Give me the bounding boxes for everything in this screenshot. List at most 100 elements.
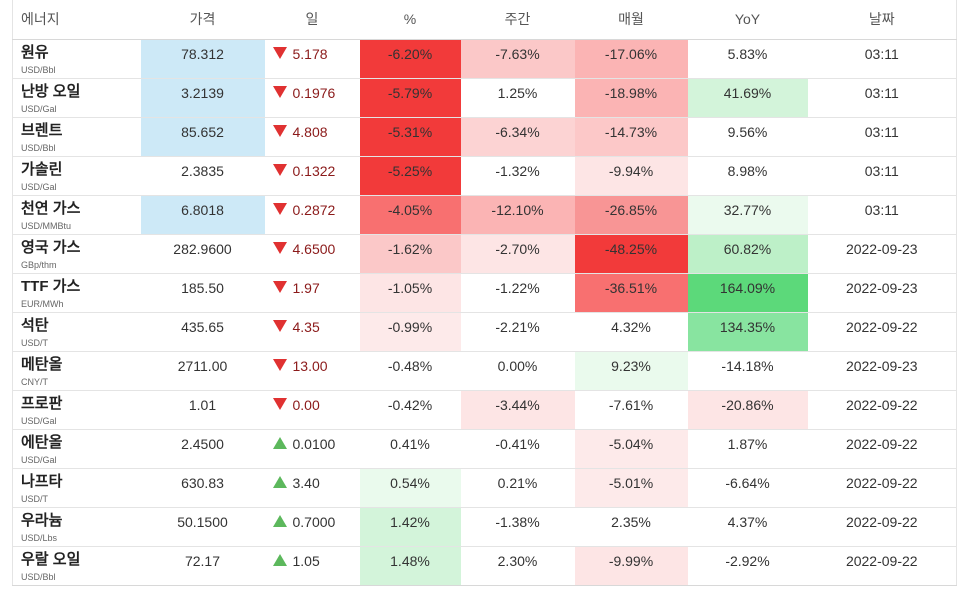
commodity-cell[interactable]: 원유 USD/Bbl: [13, 39, 141, 78]
commodity-cell[interactable]: 에탄올 USD/Gal: [13, 429, 141, 468]
percent-change-value: 0.41%: [390, 435, 430, 452]
day-change-value: 0.1322: [292, 162, 336, 179]
commodity-name-link[interactable]: 원유: [21, 43, 49, 61]
table-row[interactable]: 원유 USD/Bbl 78.312 5.178 -6.20% -7.63% -17.06% 5…: [12, 39, 957, 78]
percent-change-cell: -1.62%: [359, 234, 461, 273]
price-cell: 72.17: [141, 546, 265, 585]
percent-change-value: -0.99%: [387, 318, 433, 335]
date-cell: 2022-09-22: [808, 507, 957, 546]
weekly-change-cell: 0.00%: [460, 351, 575, 390]
commodity-cell[interactable]: 영국 가스 GBp/thm: [13, 234, 141, 273]
day-change-cell: 13.00: [265, 351, 360, 390]
yoy-change-value: 164.09%: [719, 279, 776, 296]
yoy-change-cell: 60.82%: [687, 234, 808, 273]
table-row[interactable]: 프로판 USD/Gal 1.01 0.00 -0.42% -3.44% -7.61% -20.…: [12, 390, 957, 429]
header-day[interactable]: 일: [264, 0, 360, 40]
percent-change-value: -5.25%: [387, 162, 433, 179]
commodity-name-link[interactable]: 영국 가스: [21, 238, 81, 256]
commodity-name-link[interactable]: 석탄: [21, 316, 49, 334]
yoy-change-cell: -6.64%: [687, 468, 808, 507]
table-row[interactable]: 우랄 오일 USD/Bbl 72.17 1.05 1.48% 2.30% -9.99% -2.…: [12, 546, 957, 585]
down-arrow-icon: [272, 397, 287, 410]
monthly-change-value: -5.01%: [608, 474, 654, 491]
percent-change-cell: -0.42%: [359, 390, 461, 429]
date-value: 2022-09-23: [845, 279, 918, 296]
commodity-name-link[interactable]: 메탄올: [21, 355, 63, 373]
date-cell: 03:11: [808, 195, 957, 234]
table-row[interactable]: 나프타 USD/T 630.83 3.40 0.54% 0.21% -5.01% -6.64%…: [12, 468, 957, 507]
down-arrow-icon: [272, 241, 287, 254]
table-row[interactable]: 우라늄 USD/Lbs 50.1500 0.7000 1.42% -1.38% 2.35% 4…: [12, 507, 957, 546]
day-change-value: 0.0100: [292, 435, 336, 452]
header-percent[interactable]: %: [359, 0, 461, 40]
commodity-cell[interactable]: 난방 오일 USD/Gal: [13, 78, 141, 117]
commodity-cell[interactable]: 나프타 USD/T: [13, 468, 141, 507]
header-date[interactable]: 날짜: [807, 0, 957, 40]
yoy-change-value: -14.18%: [721, 357, 774, 374]
commodity-name-link[interactable]: TTF 가스: [21, 277, 81, 295]
header-weekly[interactable]: 주간: [460, 0, 575, 40]
commodity-name-link[interactable]: 가솔린: [21, 160, 63, 178]
weekly-change-value: 0.21%: [497, 474, 538, 491]
table-row[interactable]: 브렌트 USD/Bbl 85.652 4.808 -5.31% -6.34% -14.73%…: [12, 117, 957, 156]
commodity-cell[interactable]: 프로판 USD/Gal: [13, 390, 141, 429]
table-row[interactable]: 에탄올 USD/Gal 2.4500 0.0100 0.41% -0.41% -5.04% 1…: [12, 429, 957, 468]
day-change-value: 4.35: [292, 318, 320, 335]
commodity-cell[interactable]: 우랄 오일 USD/Bbl: [13, 546, 141, 585]
down-arrow-icon: [272, 85, 287, 98]
monthly-change-value: 4.32%: [611, 318, 651, 335]
day-change-value: 13.00: [292, 357, 328, 374]
commodity-cell[interactable]: 천연 가스 USD/MMBtu: [13, 195, 141, 234]
commodity-cell[interactable]: 석탄 USD/T: [13, 312, 141, 351]
commodity-cell[interactable]: 메탄올 CNY/T: [13, 351, 141, 390]
date-cell: 03:11: [808, 156, 957, 195]
table-row[interactable]: 석탄 USD/T 435.65 4.35 -0.99% -2.21% 4.32% 134.35…: [12, 312, 957, 351]
commodity-name-link[interactable]: 프로판: [21, 394, 63, 412]
header-energy[interactable]: 에너지: [12, 0, 141, 40]
weekly-change-cell: -0.41%: [460, 429, 575, 468]
yoy-change-value: 8.98%: [727, 162, 768, 179]
weekly-change-value: -6.34%: [495, 123, 540, 140]
header-yoy[interactable]: YoY: [687, 0, 808, 40]
price-cell: 78.312: [140, 39, 265, 78]
commodity-name-link[interactable]: 우라늄: [21, 511, 63, 529]
price-cell: 3.2139: [140, 78, 265, 117]
commodity-name-link[interactable]: 난방 오일: [21, 82, 81, 100]
day-change-value: 5.178: [292, 45, 328, 62]
up-arrow-icon: [272, 553, 287, 566]
commodity-name-link[interactable]: 나프타: [21, 472, 63, 490]
table-row[interactable]: TTF 가스 EUR/MWh 185.50 1.97 -1.05% -1.22% -36.5…: [12, 273, 957, 312]
table-row[interactable]: 메탄올 CNY/T 2711.00 13.00 -0.48% 0.00% 9.23% -14.…: [12, 351, 957, 390]
down-arrow-icon: [272, 124, 287, 137]
day-change-cell: 4.35: [265, 312, 360, 351]
commodity-name-link[interactable]: 에탄올: [21, 433, 63, 451]
down-arrow-icon: [272, 319, 287, 332]
table-row[interactable]: 난방 오일 USD/Gal 3.2139 0.1976 -5.79% 1.25% -18.9…: [12, 78, 957, 117]
table-row[interactable]: 천연 가스 USD/MMBtu 6.8018 0.2872 -4.05% -12.10% -…: [12, 195, 957, 234]
up-arrow-icon: [272, 514, 287, 527]
commodity-cell[interactable]: 우라늄 USD/Lbs: [13, 507, 141, 546]
day-change-cell: 0.00: [265, 390, 360, 429]
price-cell: 435.65: [141, 312, 265, 351]
header-monthly[interactable]: 매월: [574, 0, 688, 40]
commodity-cell[interactable]: 브렌트 USD/Bbl: [13, 117, 141, 156]
commodity-cell[interactable]: 가솔린 USD/Gal: [13, 156, 141, 195]
date-value: 2022-09-22: [845, 513, 918, 530]
commodity-name-link[interactable]: 천연 가스: [21, 199, 81, 217]
monthly-change-cell: -14.73%: [574, 117, 688, 156]
table-row[interactable]: 가솔린 USD/Gal 2.3835 0.1322 -5.25% -1.32% -9.94%…: [12, 156, 957, 195]
price-cell: 6.8018: [140, 195, 265, 234]
commodity-name-link[interactable]: 브렌트: [21, 121, 63, 139]
commodity-name-link[interactable]: 우랄 오일: [21, 550, 81, 568]
commodity-cell[interactable]: TTF 가스 EUR/MWh: [13, 273, 141, 312]
day-change-cell: 0.0100: [265, 429, 360, 468]
date-cell: 03:11: [808, 39, 957, 78]
price-cell: 2.4500: [141, 429, 265, 468]
table-row[interactable]: 영국 가스 GBp/thm 282.9600 4.6500 -1.62% -2.70% -4…: [12, 234, 957, 273]
monthly-change-cell: -7.61%: [574, 390, 688, 429]
date-cell: 2022-09-22: [808, 546, 957, 585]
header-price[interactable]: 가격: [140, 0, 265, 40]
weekly-change-value: -7.63%: [495, 45, 540, 62]
day-change-value: 0.1976: [292, 84, 336, 101]
date-value: 03:11: [864, 162, 899, 179]
